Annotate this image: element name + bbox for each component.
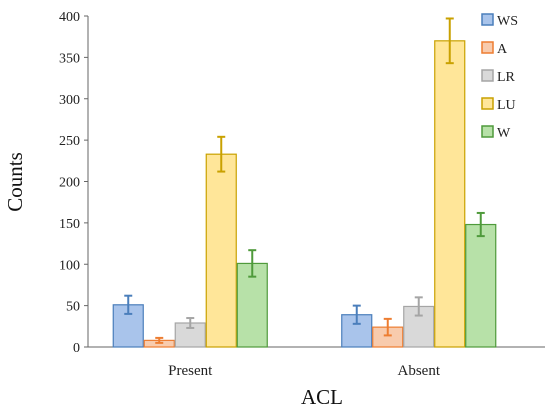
- legend-label-ws: WS: [497, 14, 518, 29]
- x-tick-label: Present: [168, 363, 213, 379]
- y-tick-label: 400: [59, 10, 80, 25]
- legend-swatch-lu: [481, 97, 494, 110]
- legend-swatch-lr: [481, 69, 494, 82]
- y-tick-label: 300: [59, 93, 80, 108]
- bar-w: [465, 223, 497, 348]
- bar-series: [112, 17, 497, 348]
- x-axis-title: ACL: [301, 385, 343, 409]
- x-axis: Present Absent: [88, 346, 545, 379]
- legend-label-lr: LR: [497, 70, 516, 85]
- y-axis-title: Counts: [3, 152, 27, 212]
- y-tick-label: 150: [59, 217, 80, 232]
- bar-lu: [434, 40, 466, 348]
- y-axis: 0 50 100 150 200 250 300 350 400: [59, 10, 89, 356]
- x-tick-label: Absent: [398, 363, 441, 379]
- legend-swatch-ws: [481, 13, 494, 26]
- y-tick-label: 50: [66, 300, 80, 315]
- legend-swatch-w: [481, 125, 494, 138]
- bar-lu: [205, 153, 237, 348]
- y-tick-label: 250: [59, 134, 80, 149]
- y-tick-label: 100: [59, 258, 80, 273]
- legend-swatch-a: [481, 41, 494, 54]
- y-tick-label: 350: [59, 51, 80, 66]
- legend-label-lu: LU: [497, 98, 516, 113]
- y-tick-label: 0: [73, 341, 80, 356]
- legend-label-w: W: [497, 126, 511, 141]
- legend-label-a: A: [497, 42, 508, 57]
- y-tick-label: 200: [59, 176, 80, 191]
- legend: WS A LR LU W: [481, 13, 518, 141]
